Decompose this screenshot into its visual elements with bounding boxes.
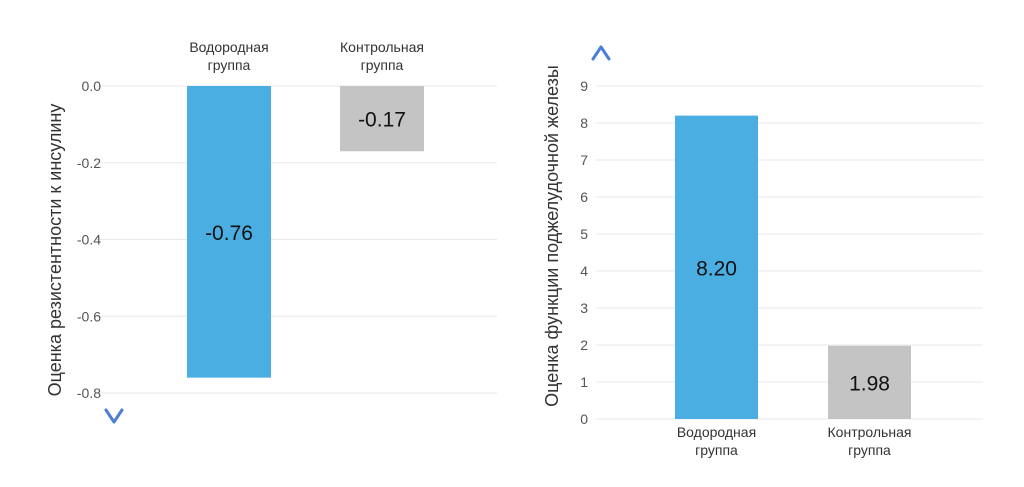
category-label-line: группа bbox=[361, 57, 404, 73]
y-tick-label: 0.0 bbox=[82, 78, 102, 94]
y-axis-label: Оценка резистентности к инсулину bbox=[45, 104, 65, 397]
bar bbox=[340, 86, 424, 152]
y-tick-label: 8 bbox=[580, 115, 588, 131]
y-tick-label: -0.8 bbox=[77, 385, 101, 401]
data-labels: -0.76 -0.17 bbox=[205, 109, 406, 245]
y-tick-label: -0.6 bbox=[77, 308, 101, 324]
bars bbox=[187, 86, 424, 378]
category-label-line: Водородная bbox=[677, 424, 756, 440]
y-tick-label: 6 bbox=[580, 189, 588, 205]
bar bbox=[675, 115, 758, 419]
data-label: -0.76 bbox=[205, 222, 253, 245]
bars bbox=[675, 115, 911, 419]
category-label-line: Водородная bbox=[189, 39, 268, 55]
y-axis-arrow bbox=[104, 86, 124, 424]
category-label-line: Контрольная bbox=[828, 424, 912, 440]
y-tick-label: 2 bbox=[580, 337, 588, 353]
category-labels: Водородная группа Контрольная группа bbox=[189, 39, 424, 73]
y-tick-label: 9 bbox=[580, 78, 588, 94]
y-tick-label: 7 bbox=[580, 152, 588, 168]
data-label: -0.17 bbox=[358, 109, 406, 132]
bar bbox=[187, 86, 271, 378]
insulin-resistance-chart: 0.0 -0.2 -0.4 -0.6 -0.8 -0.76 -0.17 Водородна… bbox=[45, 39, 497, 424]
category-label-line: группа bbox=[695, 442, 738, 458]
category-label-line: группа bbox=[208, 57, 251, 73]
data-labels: 8.20 1.98 bbox=[696, 257, 890, 395]
y-tick-label: 1 bbox=[580, 374, 588, 390]
bar bbox=[828, 345, 911, 419]
category-label: Контрольная группа bbox=[828, 424, 912, 458]
y-tick-label: 5 bbox=[580, 226, 588, 242]
y-axis-label: Оценка функции поджелудочной железы bbox=[542, 65, 562, 407]
category-label-line: Контрольная bbox=[340, 39, 424, 55]
y-tick-label: 0 bbox=[580, 411, 588, 427]
category-label: Контрольная группа bbox=[340, 39, 424, 73]
grid bbox=[96, 85, 497, 394]
category-label: Водородная группа bbox=[189, 39, 268, 73]
category-label-line: группа bbox=[848, 442, 891, 458]
category-label: Водородная группа bbox=[677, 424, 756, 458]
y-tick-label: 3 bbox=[580, 300, 588, 316]
y-axis-arrow bbox=[591, 45, 611, 424]
y-tick-label: -0.4 bbox=[77, 232, 101, 248]
y-axis-ticks: 0.0 -0.2 -0.4 -0.6 -0.8 bbox=[77, 78, 101, 401]
data-label: 8.20 bbox=[696, 257, 737, 280]
y-axis-ticks: 0 1 2 3 4 5 6 7 8 9 bbox=[580, 78, 588, 427]
grid bbox=[596, 85, 983, 420]
data-label: 1.98 bbox=[849, 372, 890, 395]
category-labels: Водородная группа Контрольная группа bbox=[677, 424, 912, 458]
y-tick-label: -0.2 bbox=[77, 155, 101, 171]
y-tick-label: 4 bbox=[580, 263, 588, 279]
